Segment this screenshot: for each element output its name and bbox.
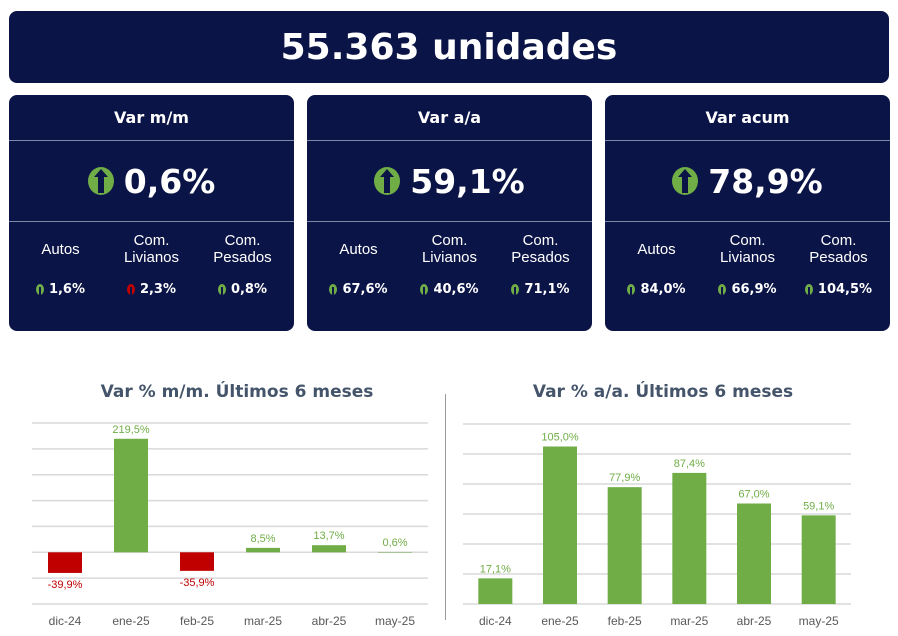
- bar: [543, 446, 577, 604]
- chart-divider: [445, 394, 446, 620]
- x-tick-label: ene-25: [541, 614, 579, 628]
- sub-metric-value: 84,0%: [640, 282, 686, 297]
- bar: [737, 503, 771, 604]
- sub-metric-label: Com. Pesados: [809, 232, 868, 266]
- data-label: 59,1%: [803, 500, 834, 512]
- chart-title-mm: Var % m/m. Últimos 6 meses: [100, 382, 374, 402]
- data-label: 219,5%: [112, 424, 150, 436]
- sub-metric: Com. Livianos 2,3%: [106, 222, 196, 297]
- x-tick-label: abr-25: [312, 614, 347, 628]
- kpi-card: Var acum 78,9% Autos 84,0% Com. Livianos…: [605, 95, 890, 331]
- arrow-up-icon: [672, 167, 699, 195]
- bar: [312, 545, 346, 553]
- sub-metric: Com. Livianos 66,9%: [702, 222, 792, 297]
- bar: [672, 472, 707, 604]
- data-label: 13,7%: [313, 530, 344, 542]
- bar: [246, 547, 280, 553]
- arrow-up-icon: [420, 284, 429, 295]
- kpi-card-value: 0,6%: [123, 161, 216, 201]
- bar: [114, 438, 148, 553]
- sub-metric-value: 67,6%: [342, 282, 388, 297]
- x-tick-label: dic-24: [49, 614, 82, 628]
- x-tick-label: abr-25: [737, 614, 772, 628]
- kpi-card-title: Var m/m: [9, 95, 294, 141]
- bar: [478, 578, 513, 604]
- kpi-card-value: 78,9%: [708, 161, 823, 201]
- kpi-card-title: Var a/a: [307, 95, 592, 141]
- arrow-up-icon: [35, 284, 44, 295]
- sub-metric: Autos 84,0%: [611, 222, 701, 297]
- sub-metric-label: Com. Pesados: [511, 232, 570, 266]
- data-label: 105,0%: [541, 432, 579, 444]
- bar: [180, 552, 214, 571]
- total-units-banner: 55.363 unidades: [9, 11, 889, 83]
- x-tick-label: feb-25: [180, 614, 214, 628]
- arrow-up-icon: [87, 167, 114, 195]
- kpi-card: Var m/m 0,6% Autos 1,6% Com. Livianos 2,…: [9, 95, 294, 331]
- arrow-up-icon: [217, 284, 226, 295]
- x-tick-label: dic-24: [479, 614, 512, 628]
- x-tick-label: may-25: [375, 614, 415, 628]
- arrow-up-icon: [374, 167, 401, 195]
- sub-metric: Com. Pesados 104,5%: [793, 222, 883, 297]
- sub-metric-value: 2,3%: [139, 282, 177, 297]
- sub-metric-label: Autos: [637, 240, 676, 258]
- arrow-up-icon: [804, 284, 813, 295]
- data-label: 8,5%: [250, 533, 275, 545]
- data-label: 87,4%: [674, 458, 705, 470]
- x-tick-label: mar-25: [670, 614, 708, 628]
- sub-metric-value: 40,6%: [433, 282, 479, 297]
- x-tick-label: ene-25: [112, 614, 150, 628]
- sub-metric-label: Autos: [339, 240, 378, 258]
- sub-metric: Com. Pesados 71,1%: [495, 222, 585, 297]
- data-label: -35,9%: [180, 577, 215, 589]
- bar: [801, 515, 836, 604]
- sub-metric-value: 104,5%: [817, 282, 873, 297]
- sub-metric: Com. Pesados 0,8%: [197, 222, 287, 297]
- data-label: 17,1%: [480, 563, 511, 575]
- chart-title-aa: Var % a/a. Últimos 6 meses: [532, 382, 794, 402]
- kpi-card-value: 59,1%: [410, 161, 525, 201]
- data-label: -39,9%: [48, 579, 83, 591]
- data-label: 67,0%: [738, 489, 769, 501]
- data-label: 0,6%: [382, 537, 407, 549]
- sub-metric: Com. Livianos 40,6%: [404, 222, 494, 297]
- arrow-up-icon: [511, 284, 520, 295]
- arrow-up-icon: [329, 284, 338, 295]
- sub-metric-value: 1,6%: [48, 282, 86, 297]
- sub-metric-value: 66,9%: [731, 282, 777, 297]
- kpi-card-title: Var acum: [605, 95, 890, 141]
- arrow-down-icon: [126, 284, 135, 295]
- bar: [48, 552, 82, 573]
- data-label: 77,9%: [609, 472, 640, 484]
- sub-metric: Autos 1,6%: [15, 222, 105, 297]
- sub-metric-label: Autos: [41, 240, 80, 258]
- arrow-up-icon: [627, 284, 636, 295]
- sub-metric-label: Com. Livianos: [123, 232, 180, 266]
- kpi-card: Var a/a 59,1% Autos 67,6% Com. Livianos …: [307, 95, 592, 331]
- sub-metric-value: 71,1%: [524, 282, 570, 297]
- x-tick-label: mar-25: [244, 614, 282, 628]
- sub-metric-value: 0,8%: [230, 282, 268, 297]
- sub-metric-label: Com. Livianos: [719, 232, 776, 266]
- arrow-up-icon: [718, 284, 727, 295]
- x-tick-label: feb-25: [608, 614, 642, 628]
- sub-metric-label: Com. Pesados: [213, 232, 272, 266]
- bar: [378, 551, 412, 553]
- sub-metric: Autos 67,6%: [313, 222, 403, 297]
- sub-metric-label: Com. Livianos: [421, 232, 478, 266]
- x-tick-label: may-25: [799, 614, 839, 628]
- bar: [607, 487, 642, 604]
